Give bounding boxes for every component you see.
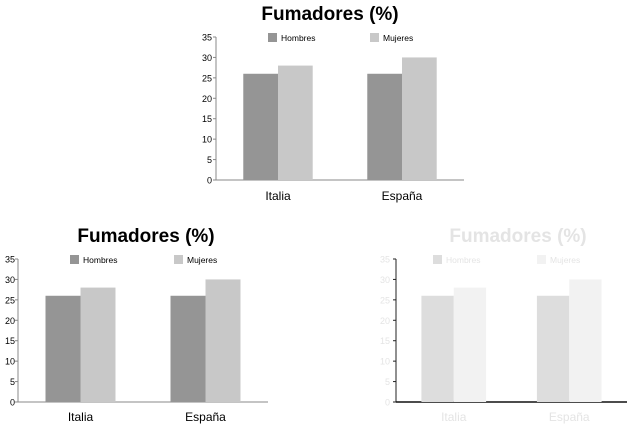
legend-label: Mujeres	[383, 33, 413, 43]
y-tick-label: 30	[380, 275, 390, 285]
y-tick-label: 10	[202, 135, 212, 145]
legend-swatch	[174, 255, 183, 264]
bar-mujeres-españa	[569, 279, 602, 402]
x-category-label: España	[549, 410, 590, 424]
legend-label: Mujeres	[187, 255, 217, 265]
bar-mujeres-italia	[80, 287, 116, 402]
y-tick-label: 20	[5, 316, 15, 326]
y-tick-label: 35	[5, 255, 15, 265]
bar-hombres-españa	[536, 295, 570, 402]
chart-1: Fumadores (%) 0 5 10 15 20 25 30 35 Italia España H…	[202, 4, 464, 203]
y-tick-label: 10	[380, 357, 390, 367]
y-tick-label: 35	[202, 33, 212, 43]
y-tick-label: 0	[385, 398, 390, 408]
bar-hombres-italia	[243, 73, 278, 180]
bar-mujeres-españa	[402, 57, 437, 180]
y-tick-label: 5	[10, 377, 15, 387]
legend-label: Hombres	[83, 255, 117, 265]
y-tick-label: 15	[202, 114, 212, 124]
bar-hombres-españa	[367, 73, 402, 180]
legend-swatch	[70, 255, 79, 264]
legend-swatch	[268, 33, 277, 42]
bar-mujeres-italia	[453, 287, 487, 402]
legend-label: Mujeres	[550, 255, 580, 265]
y-tick-label: 15	[5, 336, 15, 346]
y-tick-label: 25	[380, 295, 390, 305]
legend-swatch	[370, 33, 379, 42]
bar-hombres-italia	[45, 295, 81, 402]
x-category-label: Italia	[68, 410, 94, 424]
y-tick-label: 0	[10, 398, 15, 408]
bar-mujeres-italia	[278, 65, 313, 180]
x-category-label: España	[382, 189, 423, 203]
legend-swatch	[433, 255, 442, 264]
legend-label: Hombres	[446, 255, 480, 265]
y-tick-label: 15	[380, 336, 390, 346]
y-tick-label: 35	[380, 255, 390, 265]
chart-title: Fumadores (%)	[77, 226, 214, 247]
x-category-label: Italia	[441, 410, 467, 424]
chart-title: Fumadores (%)	[449, 226, 586, 247]
bar-hombres-españa	[170, 295, 206, 402]
legend-swatch	[537, 255, 546, 264]
x-category-label: Italia	[265, 189, 291, 203]
x-category-label: España	[185, 410, 226, 424]
y-tick-label: 30	[202, 53, 212, 63]
bar-mujeres-españa	[205, 279, 241, 402]
y-tick-label: 25	[202, 73, 212, 83]
y-tick-label: 20	[202, 94, 212, 104]
y-tick-label: 5	[207, 155, 212, 165]
chart-3: Fumadores (%) 0 5 10 15 20 25 30 35 Italia España H…	[380, 226, 627, 424]
y-tick-label: 5	[385, 377, 390, 387]
chart-title: Fumadores (%)	[261, 4, 398, 25]
bar-hombres-italia	[421, 295, 454, 402]
legend-label: Hombres	[281, 33, 315, 43]
y-tick-label: 0	[207, 176, 212, 186]
y-tick-label: 30	[5, 275, 15, 285]
chart-2: Fumadores (%) 0 5 10 15 20 25 30 35 Italia España H…	[5, 226, 268, 424]
y-tick-label: 10	[5, 357, 15, 367]
y-tick-label: 25	[5, 295, 15, 305]
y-tick-label: 20	[380, 316, 390, 326]
